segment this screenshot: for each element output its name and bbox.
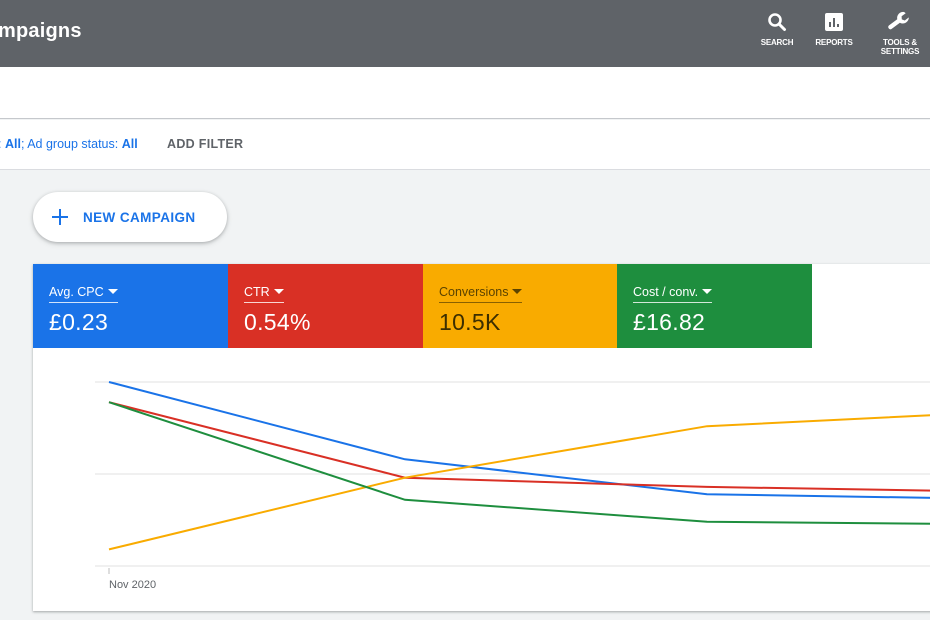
metric-label-text: Cost / conv. bbox=[633, 285, 699, 299]
add-filter-button[interactable]: ADD FILTER bbox=[167, 137, 244, 151]
metric-value: £16.82 bbox=[633, 309, 706, 335]
active-filters[interactable]: : All; Ad group status: All bbox=[0, 137, 138, 151]
metric-label: Conversions bbox=[439, 285, 523, 303]
metric-label-text: Avg. CPC bbox=[49, 285, 104, 299]
filter-prefix: : bbox=[0, 137, 5, 151]
metric-label: CTR bbox=[244, 285, 284, 303]
metric-ctr[interactable]: CTR 0.54% bbox=[228, 264, 423, 348]
tools-settings-button[interactable]: TOOLS & SETTINGS bbox=[872, 9, 928, 56]
metric-conversions[interactable]: Conversions 10.5K bbox=[423, 264, 618, 348]
ad-group-status-value: All bbox=[121, 137, 138, 151]
performance-card: Avg. CPC £0.23 CTR 0.54% Conversions 10.… bbox=[33, 264, 930, 611]
ad-group-status-label: Ad group status: bbox=[27, 137, 122, 151]
caret-down-icon bbox=[702, 289, 713, 294]
metric-label: Cost / conv. bbox=[633, 285, 713, 303]
filter-bar: : All; Ad group status: All ADD FILTER bbox=[0, 120, 930, 170]
new-campaign-button[interactable]: NEW CAMPAIGN bbox=[33, 192, 227, 242]
plus-icon bbox=[51, 208, 69, 226]
metric-value: 0.54% bbox=[244, 309, 311, 335]
series-line-ctr bbox=[108, 401, 930, 492]
reports-tool-label: REPORTS bbox=[815, 38, 853, 47]
series-line-avg-cpc bbox=[108, 381, 930, 499]
metric-avg-cpc[interactable]: Avg. CPC £0.23 bbox=[33, 264, 228, 348]
search-tool-button[interactable]: SEARCH bbox=[749, 9, 805, 47]
new-campaign-label: NEW CAMPAIGN bbox=[83, 209, 196, 225]
metric-label-text: CTR bbox=[244, 285, 270, 299]
top-app-bar: mpaigns SEARCH REPORTS TOOLS & SETT bbox=[0, 0, 930, 67]
page-title: mpaigns bbox=[0, 20, 82, 42]
reports-icon bbox=[806, 9, 862, 35]
toolbar-strip bbox=[0, 67, 930, 119]
metric-value: £0.23 bbox=[49, 309, 109, 335]
caret-down-icon bbox=[107, 289, 118, 294]
caret-down-icon bbox=[273, 289, 284, 294]
search-tool-label: SEARCH bbox=[760, 38, 794, 47]
wrench-icon bbox=[872, 9, 928, 35]
tools-settings-label: TOOLS & SETTINGS bbox=[880, 38, 920, 56]
series-line-cost-conv bbox=[108, 401, 930, 525]
reports-tool-button[interactable]: REPORTS bbox=[806, 9, 862, 47]
metric-cost-per-conv[interactable]: Cost / conv. £16.82 bbox=[617, 264, 812, 348]
campaign-status-value: All bbox=[4, 137, 21, 151]
line-chart: Nov 2020 bbox=[95, 381, 930, 591]
caret-down-icon bbox=[512, 289, 523, 294]
metric-value: 10.5K bbox=[439, 309, 501, 335]
series-line-conversions bbox=[108, 414, 930, 551]
search-icon bbox=[749, 9, 805, 35]
metric-label: Avg. CPC bbox=[49, 285, 118, 303]
x-tick-label: Nov 2020 bbox=[109, 579, 156, 591]
metric-label-text: Conversions bbox=[439, 285, 509, 299]
filter-separator: ; bbox=[20, 137, 28, 151]
